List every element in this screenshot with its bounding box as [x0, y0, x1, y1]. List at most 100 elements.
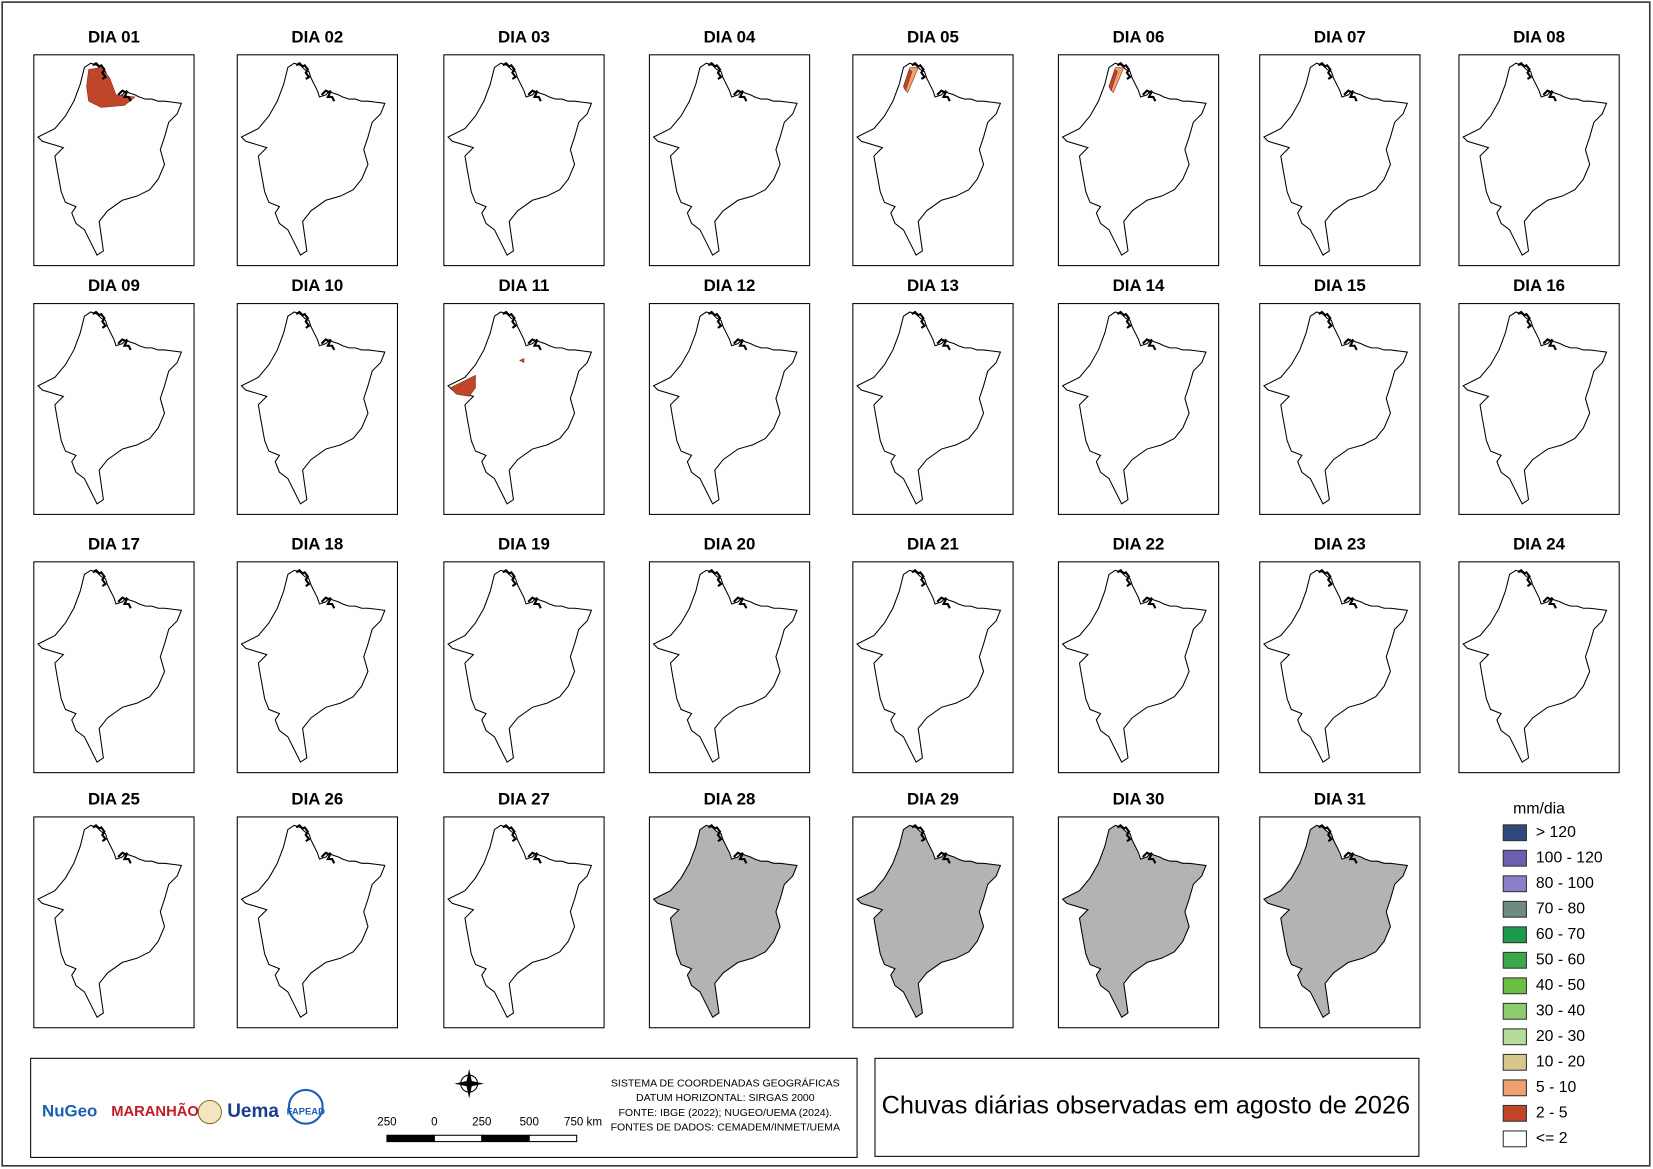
legend-label: 5 - 10 — [1536, 1079, 1577, 1096]
legend-swatch — [1502, 1002, 1527, 1020]
logo-text: MARANHÃO — [111, 1102, 199, 1120]
state-map — [856, 310, 1001, 505]
coast-islands — [1116, 568, 1157, 609]
info-line: FONTES DE DADOS: CEMADEM/INMET/UEMA — [611, 1122, 840, 1134]
panel-title: DIA 07 — [1314, 27, 1366, 46]
rain-area — [519, 357, 525, 364]
panel-title: DIA 28 — [704, 790, 756, 809]
coast-islands — [707, 310, 748, 351]
logo-text: NuGeo — [42, 1102, 97, 1121]
panel-title: DIA 31 — [1314, 790, 1366, 809]
state-map — [1263, 310, 1408, 505]
coast-islands — [295, 310, 336, 351]
legend-swatch — [1502, 977, 1527, 995]
state-map — [653, 824, 798, 1018]
title-box — [874, 1057, 1420, 1157]
panel-title: DIA 12 — [704, 276, 756, 295]
state-map — [447, 568, 592, 763]
coast-islands — [911, 61, 951, 102]
logo-emblem — [197, 1099, 222, 1125]
state-map — [1462, 568, 1608, 763]
state-map — [1062, 824, 1207, 1018]
state-map — [37, 824, 182, 1018]
panel-title: DIA 17 — [88, 534, 140, 553]
legend-swatch — [1502, 951, 1527, 969]
coast-islands — [1517, 568, 1557, 609]
coast-islands — [1318, 310, 1358, 351]
legend-swatch — [1502, 1104, 1527, 1122]
coast-islands — [911, 568, 951, 609]
legend-label: 10 - 20 — [1536, 1053, 1585, 1070]
panel-title: DIA 30 — [1113, 790, 1165, 809]
coast-islands — [911, 310, 951, 351]
panel-title: DIA 03 — [498, 27, 550, 46]
legend-label: 60 - 70 — [1536, 926, 1585, 943]
state-map — [653, 568, 798, 763]
panel-title: DIA 06 — [1113, 27, 1165, 46]
panel-title: DIA 24 — [1513, 534, 1565, 553]
legend-label: 50 - 60 — [1536, 951, 1585, 968]
scale-label: 750 km — [564, 1117, 602, 1129]
legend-label: 100 - 120 — [1536, 849, 1603, 866]
scale-label: 250 — [472, 1117, 491, 1129]
state-map — [856, 568, 1001, 763]
info-text: SISTEMA DE COORDENADAS GEOGRÁFICAS DATUM … — [611, 1076, 840, 1133]
coast-islands — [295, 61, 336, 102]
coast-islands — [92, 61, 132, 102]
state-map — [1263, 568, 1408, 763]
legend-swatch — [1502, 1053, 1527, 1071]
state-map — [240, 310, 386, 505]
scale-label: 0 — [431, 1117, 437, 1129]
legend-swatch — [1502, 849, 1527, 867]
coast-islands — [92, 824, 132, 864]
state-map — [856, 824, 1001, 1018]
legend: mm/dia > 120 100 - 120 80 - 100 70 - 80 60 - … — [1502, 801, 1603, 1148]
coast-islands — [92, 310, 132, 351]
rain-area — [903, 69, 913, 92]
legend-swatch — [1502, 1028, 1527, 1046]
rain-area — [1108, 69, 1118, 92]
panel-title: DIA 05 — [907, 27, 959, 46]
scale-label: 250 — [377, 1117, 396, 1129]
scale-segment — [386, 1134, 435, 1143]
legend-label: <= 2 — [1536, 1130, 1568, 1147]
coast-islands — [1318, 824, 1358, 864]
panel-title: DIA 15 — [1314, 276, 1366, 295]
legend-swatch — [1502, 926, 1527, 944]
scale-segment — [481, 1134, 530, 1143]
state-map — [37, 310, 182, 505]
coast-islands — [1318, 568, 1358, 609]
panel-title: DIA 14 — [1113, 276, 1165, 295]
panel-title: DIA 13 — [907, 276, 959, 295]
coast-islands — [502, 568, 542, 609]
coast-islands — [707, 61, 748, 102]
north-arrow — [454, 1068, 484, 1099]
panel-title: DIA 11 — [499, 276, 550, 295]
legend-swatch — [1502, 875, 1527, 893]
main-title: Chuvas diárias observadas em agosto de 2… — [882, 1091, 1410, 1119]
panel-title: DIA 09 — [88, 276, 140, 295]
logo-emblem — [287, 1088, 324, 1125]
panel-title: DIA 26 — [291, 790, 343, 809]
panel-title: DIA 16 — [1513, 276, 1565, 295]
state-map — [1263, 824, 1408, 1018]
panel-title: DIA 20 — [704, 534, 756, 553]
info-line: DATUM HORIZONTAL: SIRGAS 2000 — [636, 1092, 815, 1104]
coast-islands — [1116, 61, 1157, 102]
coast-islands — [1116, 824, 1157, 864]
panel-title: DIA 01 — [88, 27, 140, 46]
panel-title: DIA 18 — [291, 534, 343, 553]
state-map — [1462, 310, 1608, 505]
info-box — [30, 1057, 858, 1158]
coast-islands — [502, 310, 542, 351]
state-map — [856, 61, 1001, 256]
panel-title: DIA 22 — [1113, 534, 1165, 553]
info-line: FONTE: IBGE (2022); NUGEO/UEMA (2024). — [619, 1107, 833, 1119]
legend-label: > 120 — [1536, 824, 1576, 841]
scale-label: 500 — [520, 1117, 539, 1129]
info-line: SISTEMA DE COORDENADAS GEOGRÁFICAS — [611, 1076, 840, 1089]
state-map — [653, 310, 798, 505]
coast-islands — [502, 824, 542, 864]
coast-islands — [295, 824, 336, 864]
